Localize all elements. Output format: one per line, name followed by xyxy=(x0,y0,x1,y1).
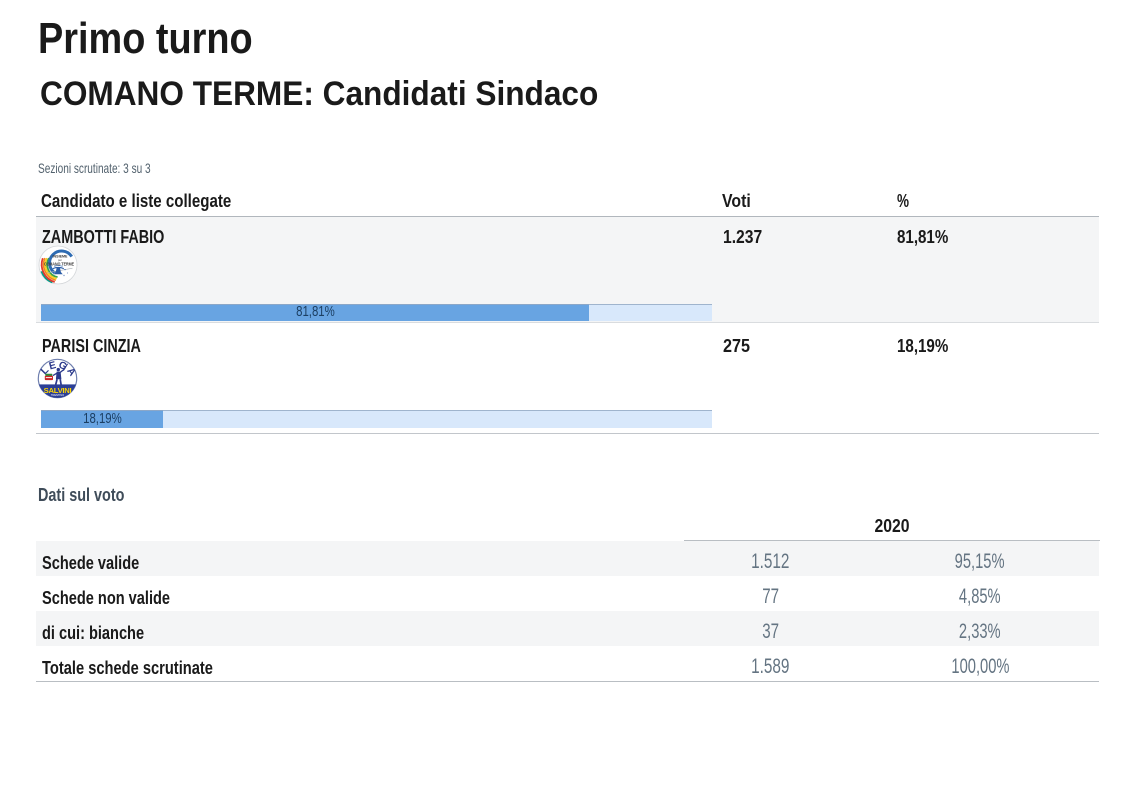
svg-text:INSIEME: INSIEME xyxy=(53,254,68,258)
svg-text:TRENTINO: TRENTINO xyxy=(51,393,64,397)
svg-text:SALVINI: SALVINI xyxy=(44,386,72,395)
svg-text:per: per xyxy=(58,258,62,262)
svg-text:COMANO TERME: COMANO TERME xyxy=(44,261,74,266)
